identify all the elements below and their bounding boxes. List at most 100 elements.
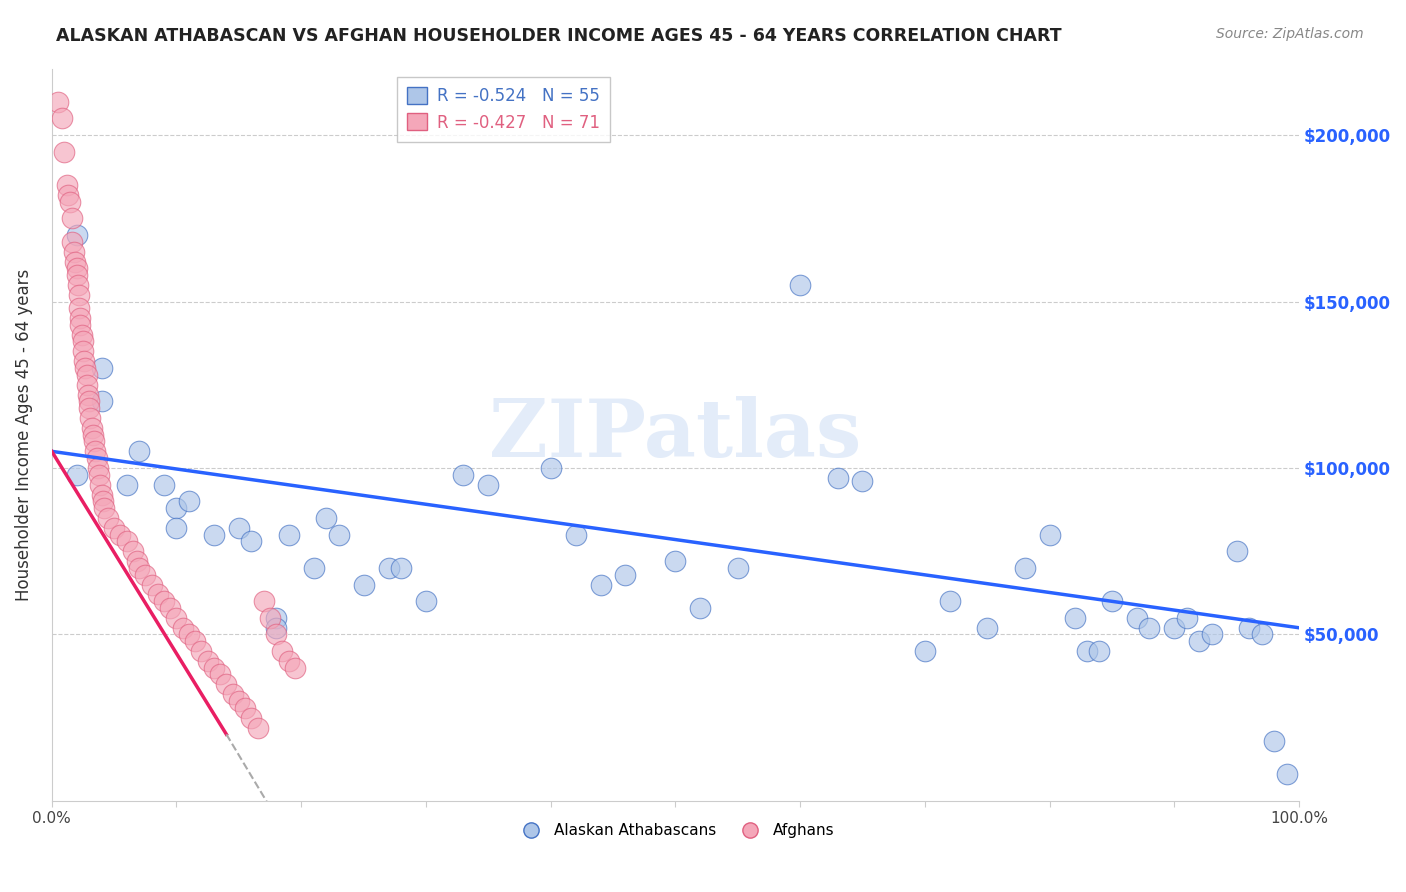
Point [128,444,150,458]
Point [153,477,176,491]
Point [63,244,86,259]
Point [415,594,437,608]
Point [134,567,156,582]
Point [1088,644,1111,658]
Point [90,488,112,502]
Point [353,577,375,591]
Point [190,644,212,658]
Point [240,534,263,549]
Point [90,361,112,376]
Point [65,254,87,268]
Point [75,361,97,376]
Text: Source: ZipAtlas.com: Source: ZipAtlas.com [1216,27,1364,41]
Point [84,444,107,458]
Point [1014,561,1036,575]
Point [115,534,138,549]
Point [389,561,412,575]
Point [228,521,250,535]
Y-axis label: Householder Income Ages 45 - 64 years: Householder Income Ages 45 - 64 years [15,268,32,601]
Point [80,421,103,435]
Point [77,388,100,402]
Point [59,194,82,209]
Point [128,561,150,575]
Point [1201,627,1223,641]
Point [284,661,307,675]
Point [1038,527,1060,541]
Point [56,188,79,202]
Point [1063,611,1085,625]
Point [277,654,299,668]
Point [939,594,962,608]
Point [202,661,225,675]
Point [110,527,132,541]
Point [689,600,711,615]
Point [259,611,281,625]
Point [89,467,111,482]
Point [209,667,232,681]
Point [159,600,181,615]
Point [77,401,100,415]
Point [1226,544,1249,558]
Point [166,521,188,535]
Point [477,477,499,491]
Point [60,211,83,226]
Point [86,450,108,465]
Point [914,644,936,658]
Point [564,527,586,541]
Point [1076,644,1098,658]
Point [302,561,325,575]
Point [827,471,849,485]
Point [197,654,219,668]
Point [66,268,89,282]
Point [141,577,163,591]
Point [789,277,811,292]
Point [69,318,91,332]
Point [153,594,176,608]
Point [121,544,143,558]
Point [70,327,93,342]
Point [166,500,188,515]
Point [125,554,148,568]
Point [72,344,94,359]
Point [1101,594,1123,608]
Point [103,521,125,535]
Point [453,467,475,482]
Point [83,434,105,449]
Point [202,527,225,541]
Point [177,627,200,641]
Point [184,634,207,648]
Point [67,301,90,316]
Point [1126,611,1149,625]
Point [51,112,73,126]
Point [1175,611,1198,625]
Point [328,527,350,541]
Point [264,621,287,635]
Point [66,227,89,242]
Point [240,711,263,725]
Point [97,511,120,525]
Point [664,554,686,568]
Point [540,461,562,475]
Point [1188,634,1211,648]
Legend: Alaskan Athabascans, Afghans: Alaskan Athabascans, Afghans [510,817,841,845]
Point [589,577,612,591]
Point [66,467,89,482]
Point [60,235,83,249]
Point [76,368,98,382]
Point [233,700,256,714]
Point [115,477,138,491]
Point [53,145,76,159]
Point [851,475,873,489]
Point [72,334,94,349]
Point [1263,734,1285,748]
Point [221,687,243,701]
Point [1163,621,1185,635]
Point [66,261,89,276]
Point [727,561,749,575]
Point [90,394,112,409]
Point [1275,767,1298,781]
Point [91,494,114,508]
Point [271,644,294,658]
Point [177,494,200,508]
Point [277,527,299,541]
